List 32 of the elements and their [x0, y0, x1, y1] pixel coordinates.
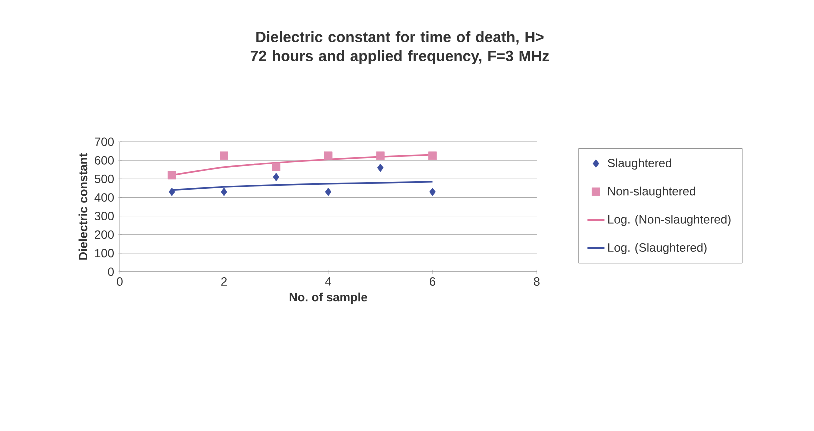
x-tick-label: 2	[222, 278, 227, 286]
point	[377, 164, 384, 172]
point	[272, 162, 281, 172]
x-tick-label: 0	[117, 278, 123, 286]
point	[168, 188, 176, 196]
point	[324, 152, 333, 160]
y-tick-label: 500	[94, 174, 114, 184]
y-tick-label: 0	[108, 268, 114, 276]
x-axis-title: No. of sample	[290, 292, 368, 304]
y-tick-label: 200	[95, 230, 114, 240]
point	[168, 171, 176, 180]
chart-title: Dielectric constant for time of death, H> 72 hours and applied frequency, F=3 MHz	[250, 32, 550, 64]
point	[220, 152, 228, 160]
y-tick-label: 100	[95, 249, 114, 258]
legend-label: Non-slaughtered	[608, 186, 696, 198]
y-tick-label: 600	[95, 156, 114, 165]
y-tick-label: 700	[95, 138, 114, 146]
x-tick-label: 4	[325, 278, 332, 286]
point	[428, 152, 437, 160]
point	[376, 152, 385, 160]
point	[325, 188, 332, 196]
y-tick-label: 300	[94, 212, 114, 221]
point	[221, 188, 228, 196]
legend-label: Log. (Slaughtered)	[608, 243, 707, 254]
y-tick-label: 400	[94, 193, 114, 202]
legend-label: Log. (Non-slaughtered)	[608, 215, 731, 226]
legend-label: Slaughtered	[608, 158, 672, 170]
point	[430, 188, 436, 196]
point	[273, 173, 280, 182]
x-tick-label: 6	[430, 278, 436, 286]
y-axis-title: Dielectric constant	[78, 153, 88, 260]
x-tick-label: 8	[534, 278, 540, 286]
